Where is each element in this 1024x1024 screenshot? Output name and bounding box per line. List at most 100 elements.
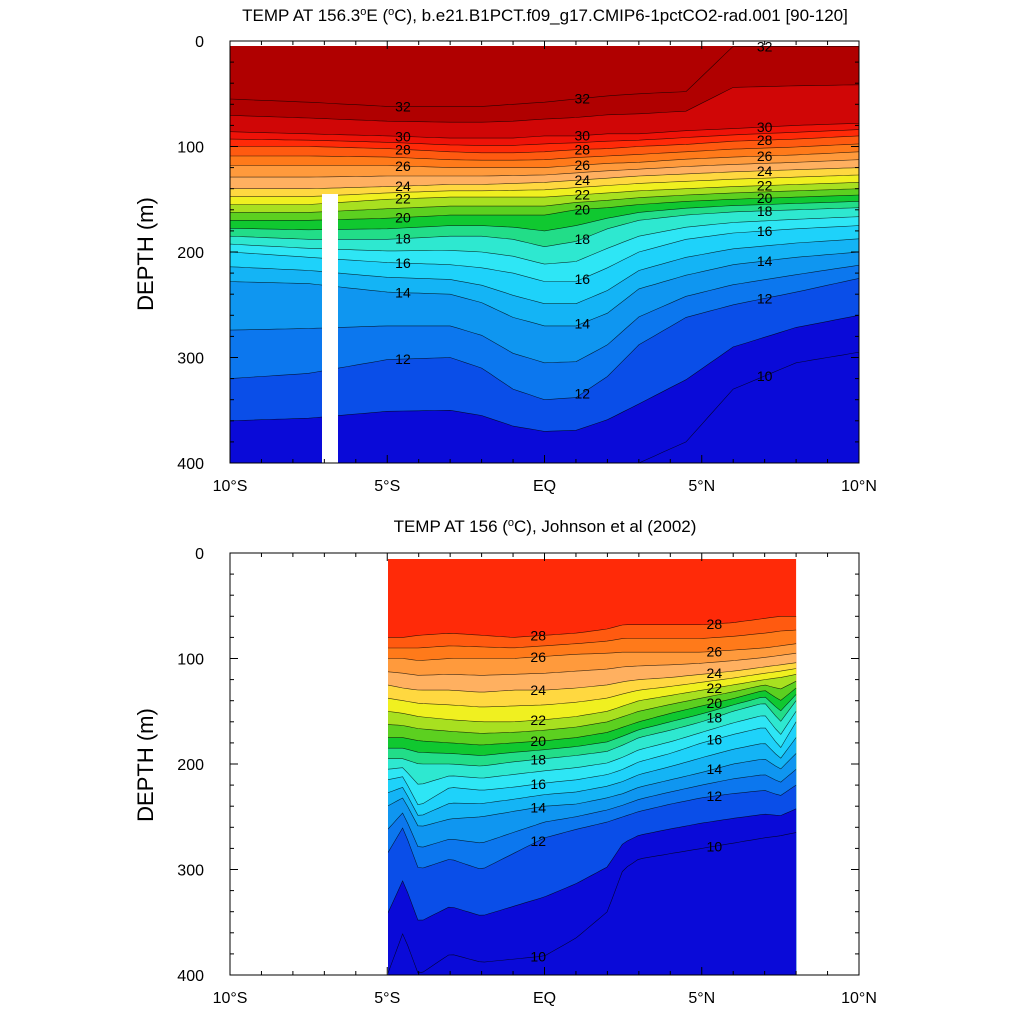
contour-line-31 — [230, 84, 859, 123]
contour-label-28: 28 — [574, 141, 590, 157]
contour-label-16: 16 — [574, 271, 590, 287]
contour-line-19 — [388, 694, 797, 756]
contour-label-16: 16 — [757, 223, 773, 239]
contour-label-18: 18 — [395, 231, 411, 247]
contour-label-30: 30 — [757, 119, 773, 135]
y-tick-label: 100 — [177, 652, 204, 669]
contour-label-14: 14 — [757, 253, 773, 269]
contour-line-10 — [388, 832, 797, 974]
contour-label-14: 14 — [395, 285, 411, 301]
panel-top-ylabel: DEPTH (m) — [133, 197, 158, 311]
contour-line-17 — [388, 711, 797, 785]
contour-label-22: 22 — [530, 712, 546, 728]
contour-label-26: 26 — [530, 649, 546, 665]
contour-label-26: 26 — [707, 643, 723, 659]
contour-label-28: 28 — [530, 628, 546, 644]
contour-line-14 — [388, 753, 797, 827]
contour-line-24 — [230, 167, 859, 189]
contour-label-22: 22 — [757, 178, 773, 194]
contour-line-32 — [230, 46, 859, 107]
contour-label-32: 32 — [395, 98, 411, 114]
y-tick-label: 100 — [177, 140, 204, 157]
contour-line-10 — [230, 351, 859, 463]
contour-band-10 — [230, 352, 859, 463]
contour-line-15 — [388, 737, 797, 816]
x-tick-label: EQ — [533, 990, 556, 1007]
contour-line-28 — [230, 135, 859, 154]
x-tick-label: 5°N — [688, 478, 715, 495]
x-tick-label: 10°N — [841, 478, 877, 495]
panel-top-title: TEMP AT 156.3oE (oC), b.e21.B1PCT.f09_g1… — [242, 6, 848, 25]
panel-top-missing-column — [322, 194, 338, 463]
y-tick-label: 400 — [177, 968, 204, 985]
panel-bottom-filled-contours — [388, 559, 797, 975]
y-tick-label: 0 — [195, 546, 204, 563]
contour-label-28: 28 — [757, 132, 773, 148]
contour-line-28 — [388, 616, 797, 638]
contour-label-22: 22 — [574, 187, 590, 203]
contour-label-24: 24 — [707, 665, 723, 681]
contour-label-12: 12 — [757, 290, 773, 306]
contour-label-12: 12 — [530, 833, 546, 849]
panel-bottom-contour-lines — [388, 616, 797, 974]
contour-line-21 — [388, 680, 797, 734]
contour-label-24: 24 — [757, 163, 773, 179]
contour-line-12 — [388, 784, 797, 870]
y-tick-label: 300 — [177, 863, 204, 880]
contour-label-16: 16 — [395, 255, 411, 271]
panel-bottom-title: TEMP AT 156 (oC), Johnson et al (2002) — [394, 517, 697, 536]
contour-label-26: 26 — [757, 148, 773, 164]
contour-label-26: 26 — [395, 158, 411, 174]
contour-line-11 — [388, 808, 797, 921]
contour-line-16 — [388, 721, 797, 806]
contour-line-27 — [388, 629, 797, 649]
x-tick-label: 5°N — [688, 990, 715, 1007]
contour-label-24: 24 — [395, 178, 411, 194]
y-tick-label: 0 — [195, 34, 204, 51]
contour-label-10: 10 — [707, 838, 723, 854]
contour-label-20: 20 — [574, 201, 590, 217]
contour-label-30: 30 — [395, 128, 411, 144]
contour-line-27 — [230, 143, 859, 161]
x-tick-label: 10°S — [213, 478, 248, 495]
contour-label-18: 18 — [574, 231, 590, 247]
x-tick-label: 10°N — [841, 990, 877, 1007]
contour-label-32: 32 — [757, 38, 773, 54]
contour-label-30: 30 — [574, 128, 590, 144]
contour-line-18 — [388, 700, 797, 767]
panel-bottom-ylabel: DEPTH (m) — [133, 708, 158, 822]
contour-label-16: 16 — [707, 732, 723, 748]
contour-label-20: 20 — [395, 209, 411, 225]
contour-label-32: 32 — [574, 90, 590, 106]
x-tick-label: EQ — [533, 478, 556, 495]
contour-label-18: 18 — [707, 710, 723, 726]
contour-label-24: 24 — [574, 172, 590, 188]
contour-label-10: 10 — [530, 949, 546, 965]
y-tick-label: 200 — [177, 757, 204, 774]
x-tick-label: 5°S — [374, 990, 400, 1007]
contour-label-20: 20 — [707, 695, 723, 711]
contour-label-24: 24 — [530, 682, 546, 698]
panel-top-axes: 10°S 5°S EQ 5°N 10°N 0 100 200 300 400 — [177, 34, 877, 495]
contour-label-10: 10 — [757, 368, 773, 384]
panel-bottom: TEMP AT 156 (oC), Johnson et al (2002) 2… — [133, 517, 877, 1007]
contour-label-22: 22 — [707, 680, 723, 696]
contour-label-16: 16 — [530, 776, 546, 792]
contour-label-18: 18 — [757, 203, 773, 219]
contour-label-14: 14 — [574, 315, 590, 331]
contour-label-28: 28 — [707, 616, 723, 632]
contour-label-28: 28 — [395, 141, 411, 157]
contour-label-22: 22 — [395, 191, 411, 207]
contour-line-25 — [230, 159, 859, 178]
contour-line-24 — [388, 662, 797, 693]
contour-label-14: 14 — [530, 799, 546, 815]
y-tick-label: 400 — [177, 456, 204, 473]
contour-label-14: 14 — [707, 761, 723, 777]
contour-label-18: 18 — [530, 751, 546, 767]
panel-bottom-axes: 10°S 5°S EQ 5°N 10°N 0 100 200 300 400 — [177, 546, 877, 1007]
x-tick-label: 10°S — [213, 990, 248, 1007]
contour-label-12: 12 — [574, 385, 590, 401]
panel-top: TEMP AT 156.3oE (oC), b.e21.B1PCT.f09_g1… — [133, 6, 877, 495]
